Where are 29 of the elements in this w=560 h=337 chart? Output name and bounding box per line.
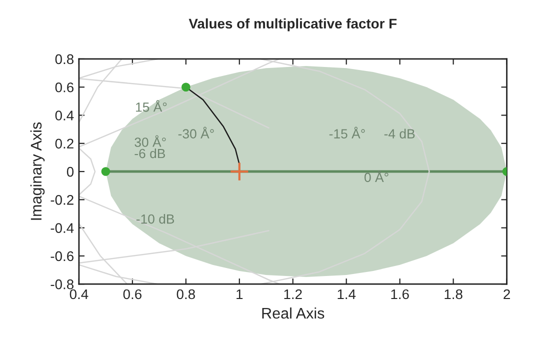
annotation: 0 Å° [364,170,388,182]
annotation: 30 Å° [134,135,166,147]
x-tick-label: 1.4 [338,289,356,300]
y-tick-label: -0.2 [50,195,74,205]
annotation: -6 dB [134,148,165,158]
x-tick-label: 1.6 [391,289,409,300]
y-axis-title: Imaginary Axis [30,122,45,220]
y-tick-label: -0.8 [50,279,74,290]
annotation: -10 dB [136,214,174,224]
x-tick-label: 0.8 [176,289,195,300]
y-tick-label: 0.4 [55,110,74,120]
chart-title: Values of multiplicative factor F [188,18,397,32]
x-tick-label: 1 [236,289,243,300]
y-tick-label: 0.8 [55,54,74,64]
annotation: -30 Å° [178,126,214,138]
x-axis-title: Real Axis [262,307,324,319]
x-tick-label: 2 [504,289,510,300]
y-tick-label: -0.6 [50,251,74,262]
annotation: -4 dB [384,128,415,138]
y-tick-label: -0.4 [50,223,74,233]
x-tick-label: 1.2 [284,289,302,300]
annotation: 15 Å° [136,100,167,112]
y-tick-label: 0.2 [55,138,74,149]
x-tick-label: 0.6 [123,289,142,300]
y-tick-label: 0 [66,166,74,177]
annotation: -15 Å° [329,126,365,138]
x-tick-label: 1.8 [444,289,462,300]
y-tick-label: 0.6 [55,82,74,92]
x-tick-label: 0.4 [70,289,88,300]
